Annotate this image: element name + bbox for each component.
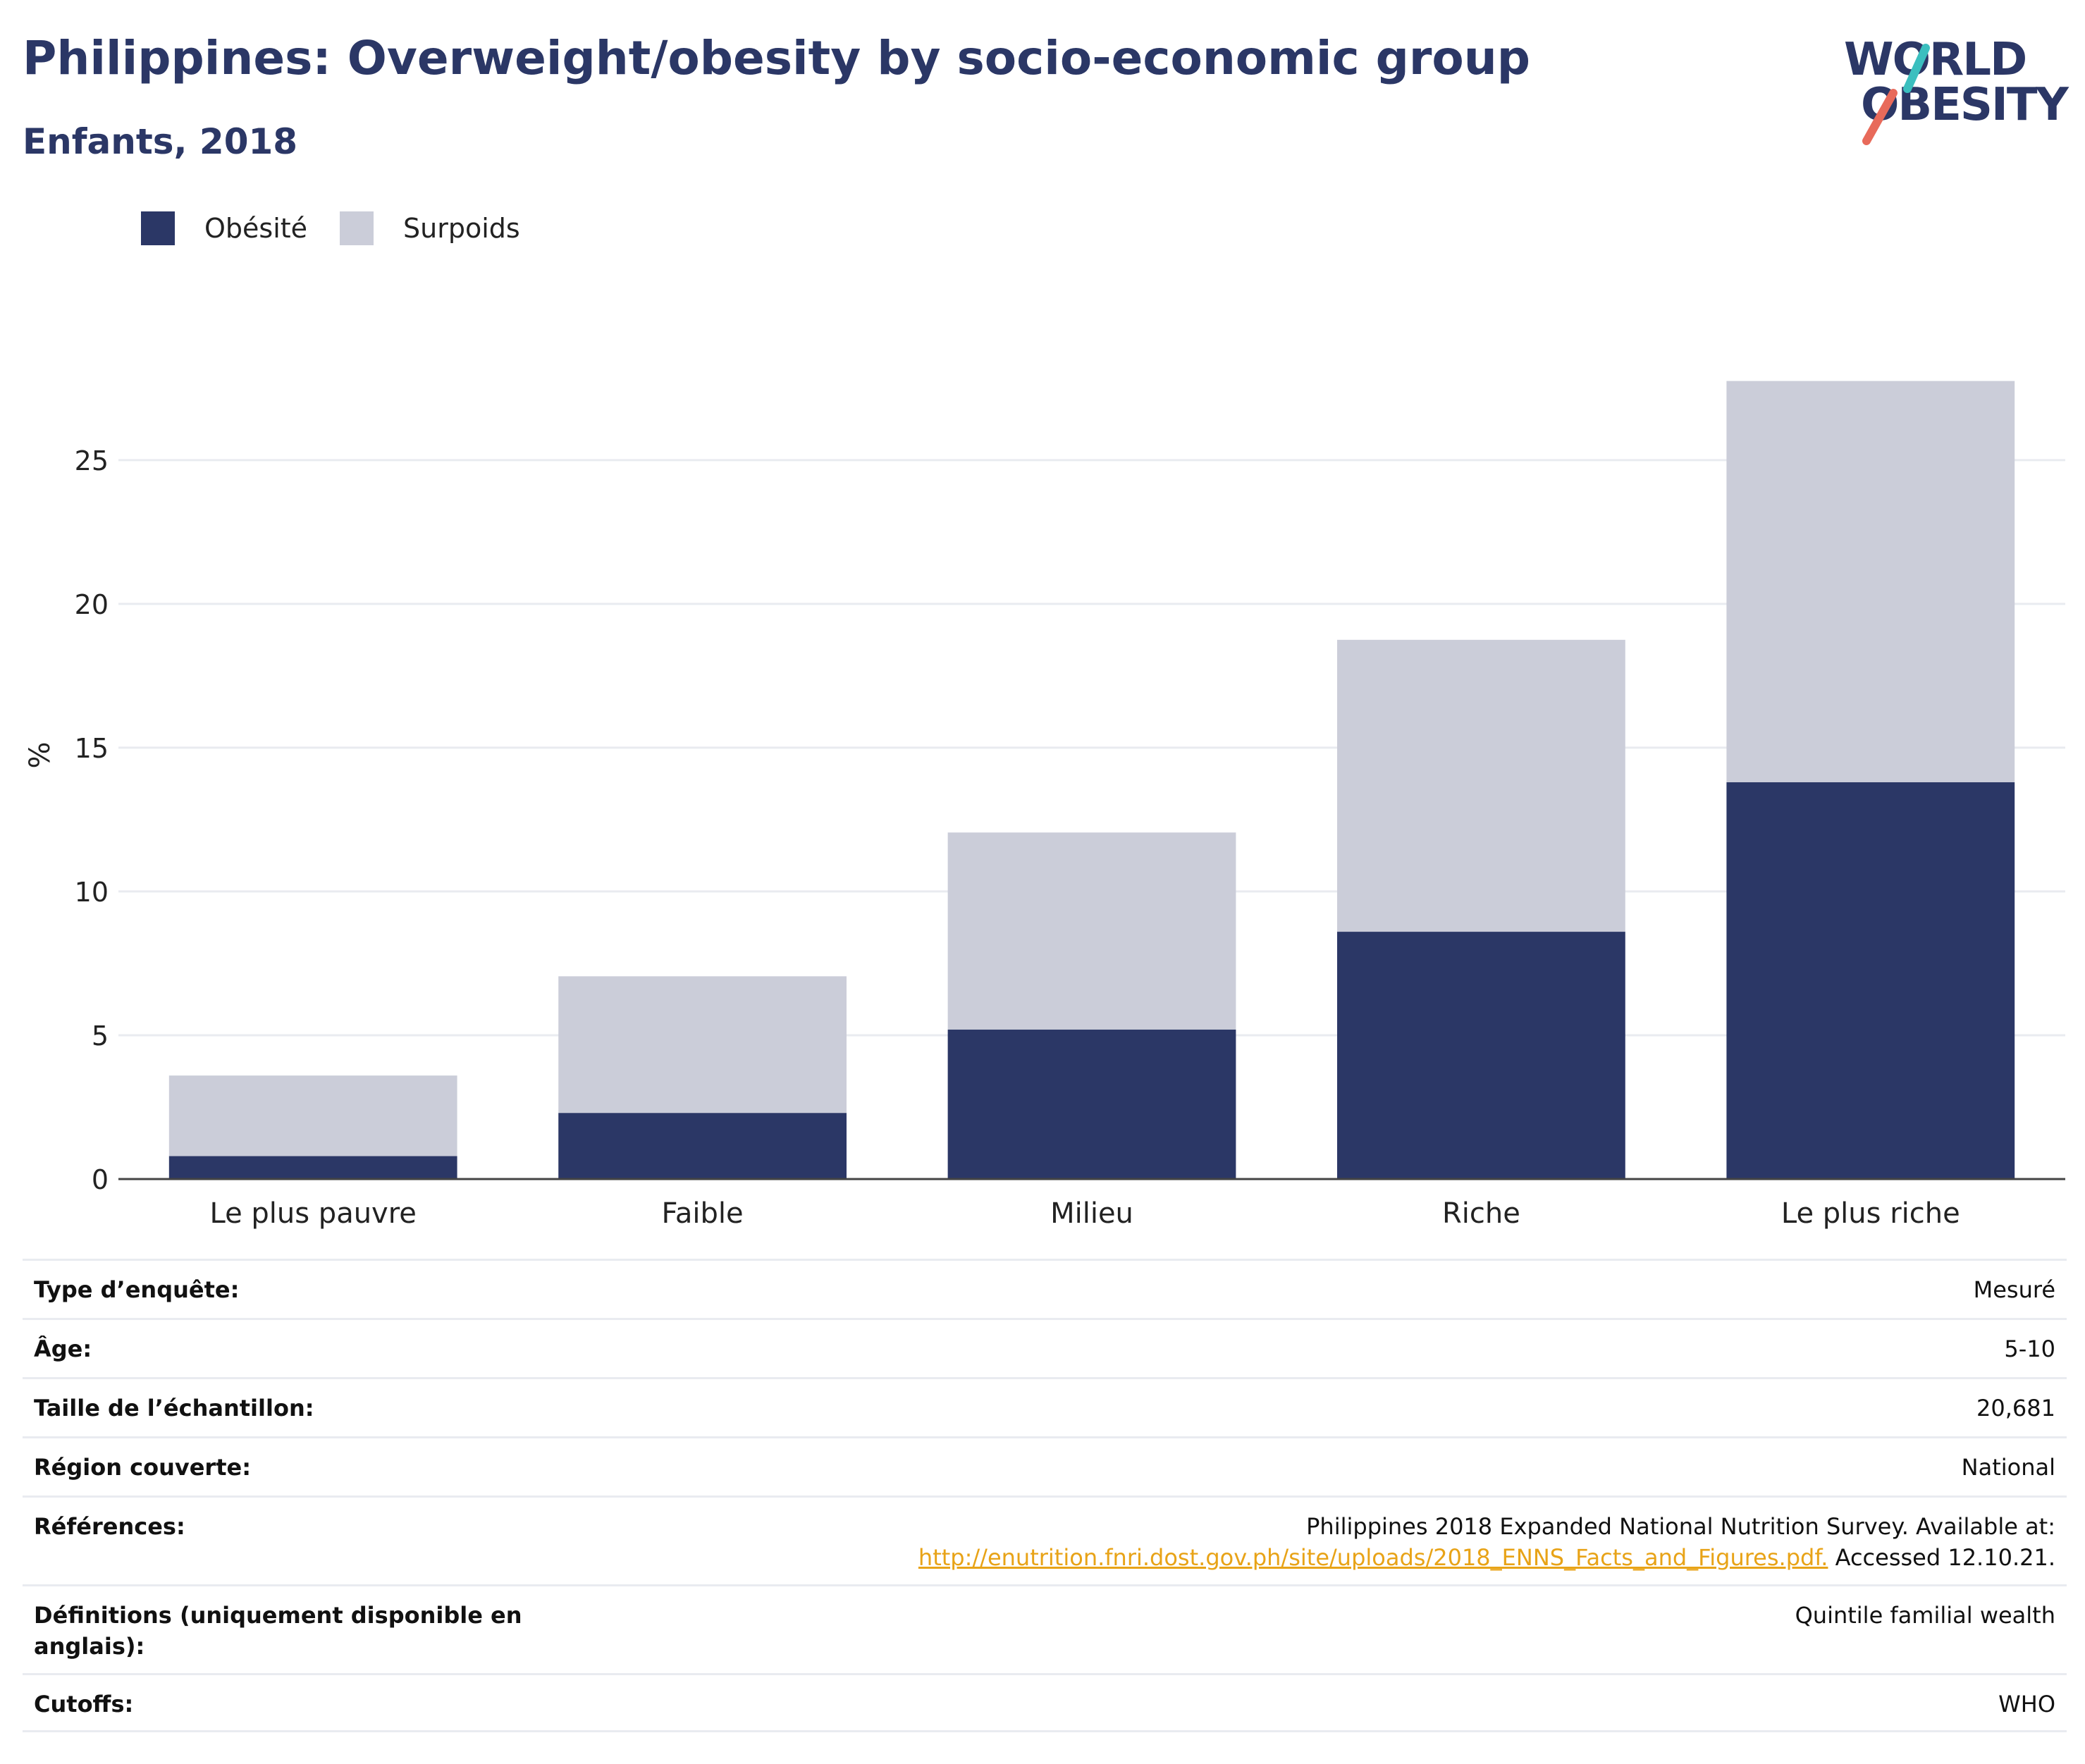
details-value: Mesuré bbox=[1973, 1276, 2055, 1303]
reference-link-line: http://enutrition.fnri.dost.gov.ph/site/… bbox=[918, 1544, 2055, 1571]
x-tick-label: Riche bbox=[1442, 1197, 1520, 1230]
legend-swatch-obesity bbox=[141, 211, 175, 245]
details-value: 20,681 bbox=[1976, 1395, 2055, 1421]
chart-title: Philippines: Overweight/obesity by socio… bbox=[23, 31, 1531, 85]
details-value: National bbox=[1961, 1454, 2055, 1481]
logo-word-world: WORLD bbox=[1844, 34, 2027, 86]
x-tick-label: Le plus riche bbox=[1781, 1197, 1960, 1230]
legend-label-obesity: Obésité bbox=[204, 213, 308, 244]
details-value: WHO bbox=[1998, 1691, 2055, 1717]
x-tick-label: Faible bbox=[662, 1197, 744, 1230]
details-label: Cutoffs: bbox=[34, 1691, 134, 1717]
bar-obesity bbox=[558, 1113, 847, 1179]
details-label: Type d’enquête: bbox=[34, 1276, 240, 1303]
legend-label-overweight: Surpoids bbox=[403, 213, 520, 244]
bar-overweight bbox=[1726, 381, 2015, 782]
details-label: Taille de l’échantillon: bbox=[34, 1395, 314, 1421]
details-row-age: Âge: 5-10 bbox=[23, 1318, 2067, 1377]
stacked-bar-chart: 0 5 10 15 20 25% Le plus pauvre Faible Milieu Ric… bbox=[24, 381, 2065, 1230]
chart-subtitle: Enfants, 2018 bbox=[23, 121, 298, 162]
bar-obesity bbox=[947, 1029, 1236, 1179]
bar-overweight bbox=[558, 976, 847, 1114]
details-label: Références: bbox=[34, 1513, 185, 1540]
y-tick-label: 10 bbox=[75, 877, 109, 908]
y-tick-label: 0 bbox=[92, 1164, 109, 1195]
x-tick-label: Le plus pauvre bbox=[209, 1197, 416, 1230]
details-row-references: Références: Philippines 2018 Expanded Na… bbox=[23, 1495, 2067, 1584]
details-label: Région couverte: bbox=[34, 1454, 251, 1481]
logo-word-obesity: OBESITY bbox=[1861, 79, 2069, 131]
bar-obesity bbox=[168, 1156, 457, 1179]
x-tick-label: Milieu bbox=[1050, 1197, 1133, 1230]
bar-overweight bbox=[1337, 639, 1625, 932]
details-row-definitions: Définitions (uniquement disponible en an… bbox=[23, 1584, 2067, 1673]
details-row-sample-size: Taille de l’échantillon: 20,681 bbox=[23, 1377, 2067, 1436]
details-row-region: Région couverte: National bbox=[23, 1436, 2067, 1495]
y-tick-label: 25 bbox=[75, 445, 109, 476]
details-value: 5-10 bbox=[2004, 1336, 2055, 1362]
y-tick-label: 5 bbox=[92, 1020, 109, 1051]
bar-obesity bbox=[1337, 932, 1625, 1179]
details-value: Quintile familial wealth bbox=[1795, 1602, 2055, 1629]
details-value: Philippines 2018 Expanded National Nutri… bbox=[1306, 1513, 2055, 1540]
y-tick-label: 20 bbox=[75, 589, 109, 620]
bar-overweight bbox=[168, 1075, 457, 1157]
reference-link[interactable]: http://enutrition.fnri.dost.gov.ph/site/… bbox=[918, 1544, 1828, 1571]
details-row-cutoffs: Cutoffs: WHO bbox=[23, 1673, 2067, 1732]
details-label-cont: anglais): bbox=[34, 1633, 145, 1660]
bar-overweight bbox=[947, 832, 1236, 1030]
survey-details-table: Type d’enquête: Mesuré Âge: 5-10 Taille … bbox=[23, 1259, 2067, 1732]
world-obesity-logo: WORLD OBESITY bbox=[1840, 28, 2072, 155]
y-axis-label: % bbox=[24, 741, 56, 768]
y-tick-label: 15 bbox=[75, 733, 109, 764]
details-label: Définitions (uniquement disponible en bbox=[34, 1602, 522, 1629]
legend-swatch-overweight bbox=[340, 211, 374, 245]
details-row-survey-type: Type d’enquête: Mesuré bbox=[23, 1259, 2067, 1318]
reference-accessed: Accessed 12.10.21. bbox=[1828, 1544, 2055, 1571]
bar-obesity bbox=[1726, 782, 2015, 1179]
logo-slash-icon bbox=[1862, 44, 1930, 145]
details-label: Âge: bbox=[34, 1336, 92, 1362]
